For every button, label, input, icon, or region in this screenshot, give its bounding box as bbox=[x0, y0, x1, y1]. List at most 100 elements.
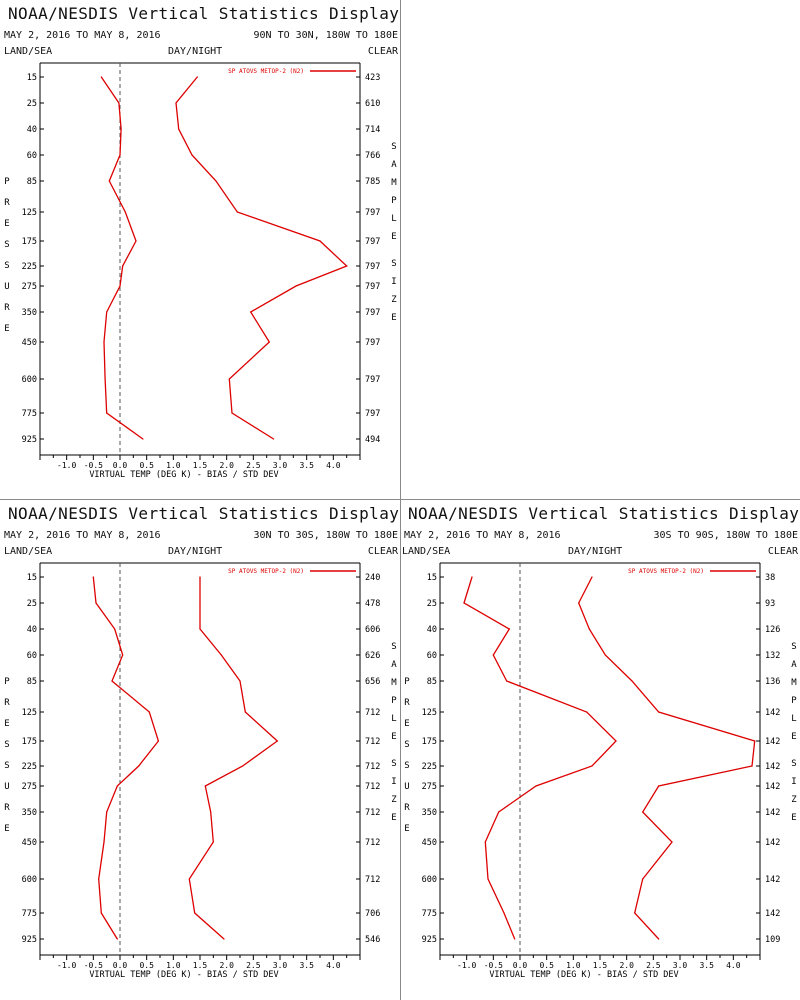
data-point-std-dev bbox=[268, 341, 270, 343]
data-point-bias bbox=[106, 811, 108, 813]
data-point-std-dev bbox=[295, 285, 297, 287]
date-range: MAY 2, 2016 TO MAY 8, 2016 bbox=[404, 530, 561, 541]
y-axis-label-letter: U bbox=[4, 782, 9, 792]
pressure-level-label: 40 bbox=[427, 625, 437, 635]
stats-panel: NOAA/NESDIS Vertical Statistics Display … bbox=[0, 500, 400, 1000]
right-axis-label-letter: A bbox=[791, 660, 797, 670]
y-axis-label-letter: S bbox=[404, 761, 409, 771]
x-tick-label: 1.5 bbox=[193, 461, 208, 470]
day-night-label: DAY/NIGHT bbox=[168, 46, 223, 57]
series-line-std-dev bbox=[175, 76, 348, 440]
stats-panel: NOAA/NESDIS Vertical Statistics Display … bbox=[400, 500, 800, 1000]
region-label: 30N TO 30S, 180W TO 180E bbox=[253, 530, 399, 541]
right-axis-label-letter: E bbox=[791, 732, 796, 742]
data-point-bias bbox=[135, 240, 137, 242]
sample-size-label: 606 bbox=[365, 625, 380, 635]
pressure-level-label: 125 bbox=[22, 208, 37, 218]
data-point-bias bbox=[118, 102, 120, 104]
panel-title: NOAA/NESDIS Vertical Statistics Display bbox=[408, 504, 800, 523]
y-axis-label-letter: E bbox=[4, 719, 9, 729]
x-axis-label: VIRTUAL TEMP (DEG K) - BIAS / STD DEV bbox=[489, 970, 678, 980]
y-axis-label-letter: E bbox=[404, 719, 409, 729]
series-line-bias bbox=[100, 76, 144, 440]
data-point-std-dev bbox=[642, 811, 644, 813]
data-point-std-dev bbox=[642, 878, 644, 880]
pressure-level-label: 350 bbox=[22, 308, 37, 318]
pressure-level-label: 925 bbox=[422, 935, 437, 945]
data-point-bias bbox=[119, 285, 121, 287]
data-point-std-dev bbox=[658, 938, 660, 940]
right-axis-label-letter: E bbox=[791, 813, 796, 823]
x-tick-label: -0.5 bbox=[484, 961, 503, 970]
series-line-bias bbox=[463, 576, 617, 940]
x-tick-label: 1.5 bbox=[593, 961, 608, 970]
sample-size-label: 712 bbox=[365, 808, 380, 818]
right-axis-label-letter: A bbox=[391, 660, 397, 670]
data-point-bias bbox=[506, 680, 508, 682]
right-axis-label-letter: S bbox=[391, 642, 396, 652]
y-axis-label-letter: S bbox=[4, 261, 9, 271]
pressure-level-label: 15 bbox=[427, 573, 437, 583]
sample-size-label: 712 bbox=[365, 838, 380, 848]
sample-size-label: 109 bbox=[765, 935, 780, 945]
y-axis-label-letter: E bbox=[404, 824, 409, 834]
data-point-std-dev bbox=[220, 654, 222, 656]
sample-size-label: 712 bbox=[365, 737, 380, 747]
data-point-bias bbox=[92, 576, 94, 578]
panel-title: NOAA/NESDIS Vertical Statistics Display bbox=[8, 504, 400, 523]
data-point-std-dev bbox=[658, 711, 660, 713]
y-axis-label-letter: R bbox=[4, 803, 10, 813]
sample-size-label: 423 bbox=[365, 73, 380, 83]
data-point-std-dev bbox=[199, 628, 201, 630]
x-tick-label: 2.5 bbox=[246, 461, 261, 470]
data-point-std-dev bbox=[751, 765, 753, 767]
pressure-level-label: 60 bbox=[27, 151, 37, 161]
data-point-bias bbox=[104, 378, 106, 380]
sample-size-label: 93 bbox=[765, 599, 775, 609]
x-tick-label: 3.0 bbox=[273, 461, 288, 470]
pressure-level-label: 125 bbox=[422, 708, 437, 718]
data-point-std-dev bbox=[199, 602, 201, 604]
series-line-std-dev bbox=[188, 577, 279, 940]
data-point-bias bbox=[100, 912, 102, 914]
sample-size-label: 142 bbox=[765, 875, 780, 885]
data-point-bias bbox=[106, 311, 108, 313]
right-axis-label-letter: E bbox=[391, 313, 396, 323]
data-point-std-dev bbox=[346, 265, 348, 267]
sample-size-label: 142 bbox=[765, 708, 780, 718]
right-axis-label-letter: I bbox=[791, 777, 796, 787]
x-tick-label: 2.0 bbox=[219, 961, 234, 970]
pressure-level-label: 25 bbox=[427, 599, 437, 609]
series-line-std-dev bbox=[577, 576, 756, 940]
data-point-std-dev bbox=[215, 180, 217, 182]
data-point-bias bbox=[492, 654, 494, 656]
x-tick-label: -1.0 bbox=[57, 461, 76, 470]
data-point-bias bbox=[111, 680, 113, 682]
panel-title: NOAA/NESDIS Vertical Statistics Display bbox=[8, 4, 400, 23]
sample-size-label: 797 bbox=[365, 237, 380, 247]
data-point-bias bbox=[122, 265, 124, 267]
data-point-bias bbox=[487, 878, 489, 880]
data-point-bias bbox=[157, 740, 159, 742]
pressure-level-label: 125 bbox=[22, 708, 37, 718]
x-tick-label: 0.0 bbox=[113, 461, 128, 470]
x-tick-label: 0.5 bbox=[139, 461, 154, 470]
data-point-std-dev bbox=[319, 240, 321, 242]
y-axis-label-letter: R bbox=[4, 698, 10, 708]
pressure-level-label: 600 bbox=[22, 875, 37, 885]
data-point-bias bbox=[103, 341, 105, 343]
data-point-std-dev bbox=[223, 938, 225, 940]
x-tick-label: 2.5 bbox=[646, 961, 661, 970]
sample-size-label: 142 bbox=[765, 782, 780, 792]
pressure-level-label: 275 bbox=[422, 782, 437, 792]
land-sea-label: LAND/SEA bbox=[4, 546, 53, 557]
pressure-level-label: 60 bbox=[427, 651, 437, 661]
day-night-label: DAY/NIGHT bbox=[568, 546, 623, 557]
region-label: 90N TO 30N, 180W TO 180E bbox=[253, 30, 399, 41]
data-point-std-dev bbox=[204, 785, 206, 787]
y-axis-label-letter: U bbox=[404, 782, 409, 792]
data-point-bias bbox=[122, 654, 124, 656]
y-axis-label-letter: R bbox=[404, 803, 410, 813]
right-axis-label-letter: M bbox=[391, 678, 397, 688]
sample-size-label: 142 bbox=[765, 737, 780, 747]
